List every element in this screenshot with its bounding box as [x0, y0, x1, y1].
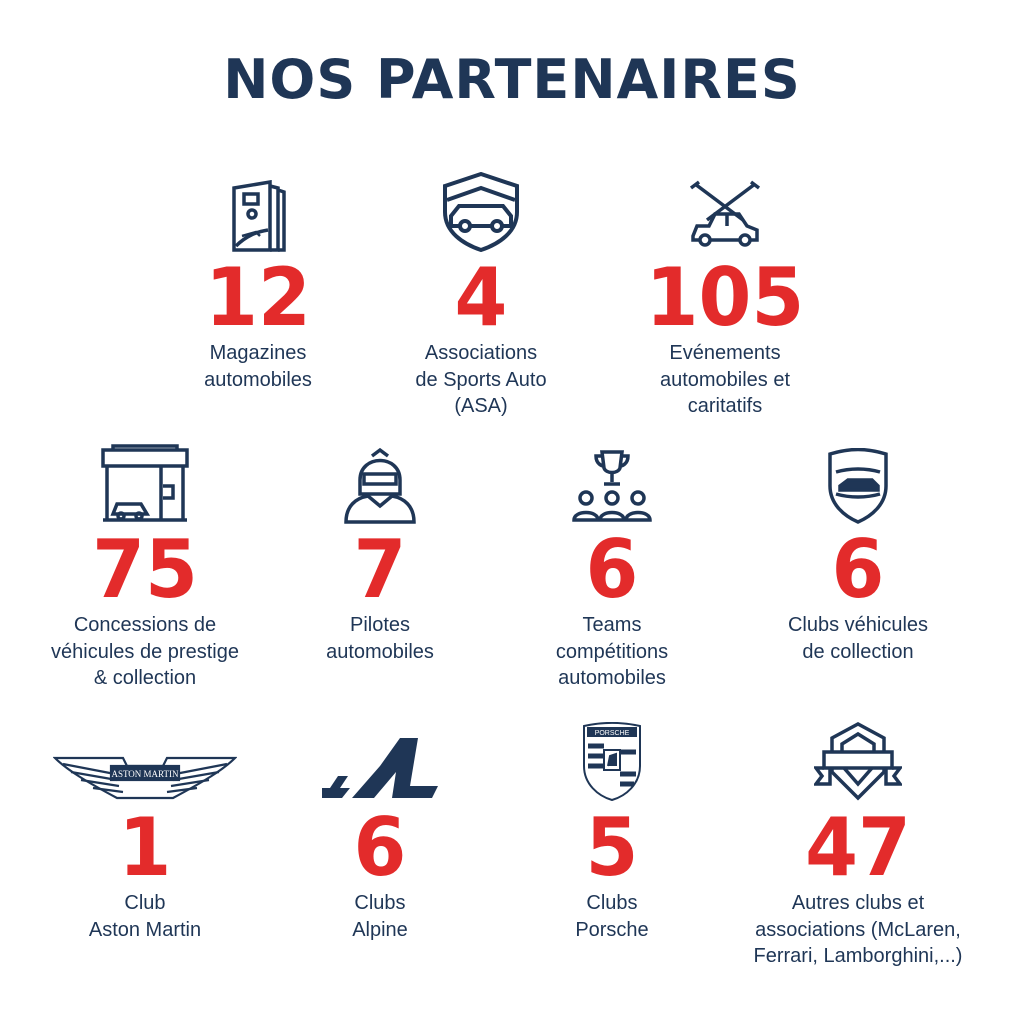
stat-label: Pilotes automobiles [326, 614, 434, 663]
team-trophy-icon [492, 444, 732, 524]
stat-teams: 6 Teams compétitions automobiles [492, 444, 732, 692]
stat-label: Teams compétitions automobiles [555, 614, 669, 689]
stat-alpine: 6 Clubs Alpine [260, 722, 500, 943]
alpine-logo [260, 722, 500, 802]
stat-value: 5 [585, 801, 639, 894]
stat-value: 105 [645, 251, 805, 344]
page-title: NOS PARTENAIRES [223, 48, 801, 111]
event-car-spotlights-icon [605, 172, 845, 252]
classic-car-shield-icon [738, 444, 978, 524]
stat-label: Magazines automobiles [204, 342, 312, 391]
racing-driver-helmet-icon [260, 444, 500, 524]
stat-label: Concessions de véhicules de prestige & c… [51, 614, 239, 689]
magazine-icon [138, 172, 378, 252]
stat-dealerships: 75 Concessions de véhicules de prestige … [25, 444, 265, 692]
porsche-logo: PORSCHE [492, 722, 732, 802]
stat-value: 4 [454, 251, 508, 344]
stat-events: 105 Evénements automobiles et caritatifs [605, 172, 845, 420]
porsche-logo-text: PORSCHE [595, 730, 630, 737]
stat-porsche: PORSCHE 5 Clubs Porsche [492, 722, 732, 943]
stat-collection-clubs: 6 Clubs véhicules de collection [738, 444, 978, 665]
stat-value: 1 [118, 801, 172, 894]
stat-label: Clubs Porsche [575, 892, 649, 941]
stat-other-clubs: 47 Autres clubs et associations (McLaren… [738, 722, 978, 970]
stat-value: 6 [831, 523, 885, 616]
stat-label: Associations de Sports Auto (ASA) [415, 342, 547, 417]
stat-value: 12 [205, 251, 311, 344]
stat-drivers: 7 Pilotes automobiles [260, 444, 500, 665]
aston-martin-logo-text: ASTON MARTIN [111, 769, 179, 779]
stat-magazines: 12 Magazines automobiles [138, 172, 378, 393]
stat-value: 7 [353, 523, 407, 616]
stat-value: 47 [805, 801, 911, 894]
shield-car-icon [361, 172, 601, 252]
stat-label: Autres clubs et associations (McLaren, F… [753, 892, 963, 967]
stat-value: 75 [92, 523, 198, 616]
club-badge-icon [738, 722, 978, 802]
stat-value: 6 [353, 801, 407, 894]
stat-label: Clubs véhicules de collection [787, 614, 929, 663]
stat-label: Evénements automobiles et caritatifs [659, 342, 791, 417]
aston-martin-logo: ASTON MARTIN [25, 722, 265, 802]
stat-aston-martin: ASTON MARTIN 1 Club Aston Martin [25, 722, 265, 943]
stat-label: Clubs Alpine [352, 892, 408, 941]
stat-label: Club Aston Martin [88, 892, 202, 941]
stat-value: 6 [585, 523, 639, 616]
dealership-icon [25, 444, 265, 524]
stat-associations: 4 Associations de Sports Auto (ASA) [361, 172, 601, 420]
